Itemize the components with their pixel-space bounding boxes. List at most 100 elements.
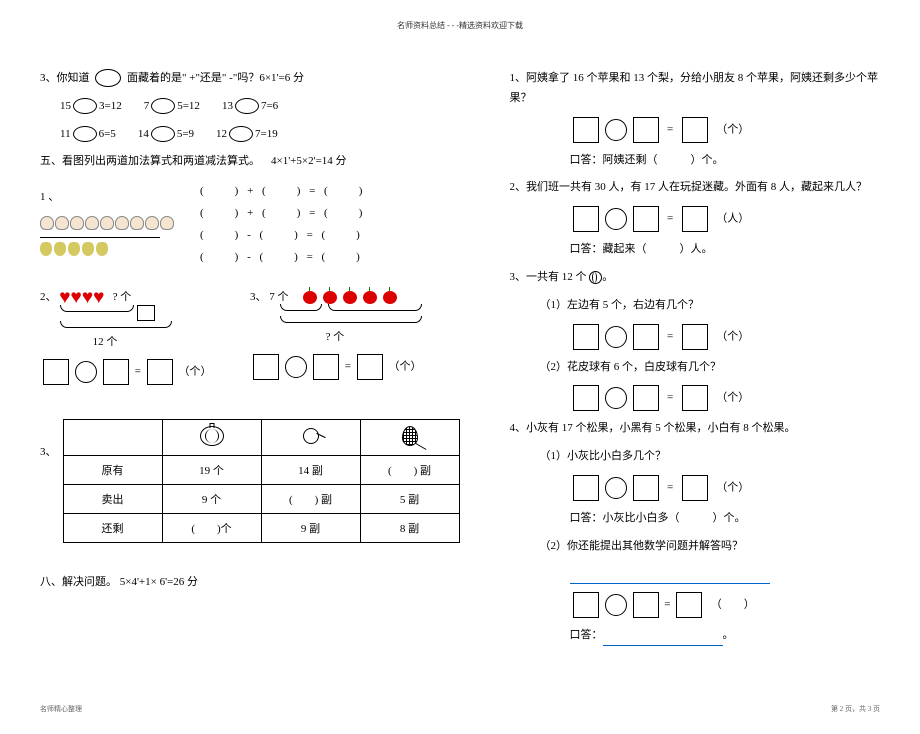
q3-row2: 116=5 145=9 127=19 xyxy=(60,125,460,145)
blank-box xyxy=(682,475,708,501)
inventory-table: 原有19 个14 副( ) 副 卖出9 个( ) 副5 副 还剩( )个9 副8… xyxy=(63,419,460,543)
p4-s1-ans: 口答：小灰比小白多（ ）个。 xyxy=(570,509,881,529)
ball-icon xyxy=(589,271,602,284)
lbl: 2、 xyxy=(40,291,57,303)
pts: 4×1'+5×2'=14 分 xyxy=(271,155,347,167)
unit: （个） xyxy=(716,392,749,404)
header-note: 名师资料总结 - - -精选资料欢迎下载 xyxy=(40,20,880,31)
blank-op xyxy=(75,361,97,383)
footer: 名师精心整理 第 2 页，共 3 页 xyxy=(40,704,880,714)
blank-box xyxy=(573,117,599,143)
divider xyxy=(40,237,160,238)
blank-oval xyxy=(73,126,97,142)
p3-s1-eq: = （个） xyxy=(570,324,881,350)
p4-s2-blank xyxy=(570,565,881,585)
q3-row1: 153=12 75=12 137=6 xyxy=(60,97,460,117)
total: 12 个 xyxy=(40,333,170,349)
blank-box xyxy=(633,475,659,501)
blank-box xyxy=(573,324,599,350)
p4-s2: （2）你还能提出其他数学问题并解答吗？ xyxy=(540,537,881,557)
blank-oval xyxy=(151,98,175,114)
lbl: 3、 xyxy=(250,291,267,303)
blank-op xyxy=(605,208,627,230)
blank-box xyxy=(147,359,173,385)
shells-row xyxy=(40,216,180,233)
blank-op xyxy=(285,356,307,378)
blank-box xyxy=(573,475,599,501)
eq3: ( ) - ( ) = ( ) xyxy=(200,224,365,246)
n: 15 xyxy=(60,100,71,112)
n: 11 xyxy=(60,128,71,140)
p1-text: 1、阿姨拿了 16 个苹果和 13 个梨，分给小朋友 8 个苹果，阿姨还剩多少个… xyxy=(510,69,881,109)
blank-box xyxy=(633,385,659,411)
t: 口答： xyxy=(570,629,603,641)
blank-op xyxy=(605,477,627,499)
unit: （个） xyxy=(716,123,749,135)
blank-box xyxy=(137,305,155,321)
p3-text: 3、一共有 12 个 。 xyxy=(510,268,881,288)
blank-box xyxy=(682,324,708,350)
unit: （ ） xyxy=(711,599,755,611)
right-column: 1、阿姨拿了 16 个苹果和 13 个梨，分给小朋友 8 个苹果，阿姨还剩多少个… xyxy=(510,61,881,654)
n: 6=5 xyxy=(99,128,116,140)
blank-op xyxy=(605,594,627,616)
n: 7 xyxy=(144,100,150,112)
n: 7=6 xyxy=(261,100,278,112)
pears-row xyxy=(40,242,180,259)
q3-title: 3、你知道 xyxy=(40,72,90,84)
n: 12 xyxy=(216,128,227,140)
p4-s1: （1）小灰比小白多几个？ xyxy=(540,447,881,467)
apple-icon xyxy=(343,291,357,304)
table-row: 还剩( )个9 副8 副 xyxy=(63,514,459,543)
blank-oval xyxy=(151,126,175,142)
table-row: 原有19 个14 副( ) 副 xyxy=(63,456,459,485)
qmark: ? 个 xyxy=(250,328,420,344)
blank-oval xyxy=(95,69,121,87)
q3-mid: 面藏着的是" +"还是" -"吗？6×1'=6 分 xyxy=(127,72,304,84)
blank-box xyxy=(682,385,708,411)
blank-box xyxy=(682,117,708,143)
blank-box xyxy=(682,206,708,232)
paddle-icon xyxy=(303,428,319,444)
p3-s2: （2）花皮球有 6 个，白皮球有几个？ xyxy=(540,358,881,378)
unit: （个） xyxy=(388,361,421,373)
count: 7 个 xyxy=(269,291,288,303)
p3-s2-eq: = （个） xyxy=(570,385,881,411)
table-row xyxy=(63,420,459,456)
n: 5=9 xyxy=(177,128,194,140)
eq1: ( ) + ( ) = ( ) xyxy=(200,180,365,202)
blank-box xyxy=(253,354,279,380)
p2-eq: = （人） xyxy=(570,206,881,232)
blank-box xyxy=(357,354,383,380)
pumpkin-icon xyxy=(200,426,224,446)
p2-text: 2、我们班一共有 30 人，有 17 人在玩捉迷藏。外面有 8 人，藏起来几人？ xyxy=(510,178,881,198)
eq4: ( ) - ( ) = ( ) xyxy=(200,246,365,268)
blank-box xyxy=(633,117,659,143)
p4-s1-eq: = （个） xyxy=(570,475,881,501)
apple-icon xyxy=(383,291,397,304)
blank-box xyxy=(43,359,69,385)
blank-oval xyxy=(73,98,97,114)
unit: （个） xyxy=(178,366,211,378)
blank-box xyxy=(573,385,599,411)
apple-icon xyxy=(303,291,317,304)
q5-1-label: 1 、 xyxy=(40,188,180,208)
blank-oval xyxy=(229,126,253,142)
n: 3=12 xyxy=(99,100,122,112)
p3-s1: （1）左边有 5 个，右边有几个？ xyxy=(540,296,881,316)
blank-box xyxy=(313,354,339,380)
q5-3: 3、 7 个 ? 个 = （个） xyxy=(250,288,440,393)
footer-right: 第 2 页，共 3 页 xyxy=(831,704,880,714)
n: 13 xyxy=(222,100,233,112)
blank-box xyxy=(103,359,129,385)
blank-box xyxy=(633,206,659,232)
p1-ans: 口答：阿姨还剩（ ）个。 xyxy=(570,151,881,171)
footer-left: 名师精心整理 xyxy=(40,704,82,714)
apple-icon xyxy=(363,291,377,304)
p4-text: 4、小灰有 17 个松果，小黑有 5 个松果，小白有 8 个松果。 xyxy=(510,419,881,439)
blank-box xyxy=(573,206,599,232)
unit: （个） xyxy=(716,482,749,494)
n: 7=19 xyxy=(255,128,278,140)
eq2: ( ) + ( ) = ( ) xyxy=(200,202,365,224)
unit: （人） xyxy=(716,213,749,225)
